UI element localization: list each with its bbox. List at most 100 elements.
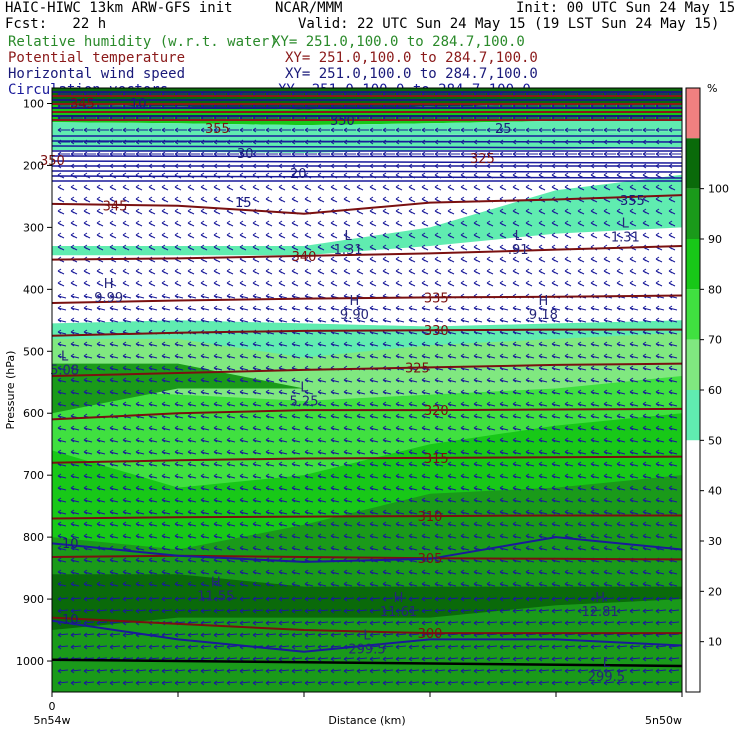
wind-vector bbox=[70, 353, 80, 359]
wind-vector bbox=[629, 377, 639, 383]
wind-vector bbox=[265, 184, 273, 191]
wind-vector bbox=[603, 680, 615, 686]
wind-vector bbox=[616, 232, 624, 239]
wind-vector bbox=[512, 533, 522, 539]
wind-vector bbox=[395, 461, 405, 467]
wind-vector bbox=[252, 353, 262, 359]
wind-vector bbox=[603, 377, 613, 383]
wind-vector bbox=[226, 280, 234, 287]
wind-vector bbox=[577, 581, 587, 587]
wind-vector bbox=[317, 581, 327, 587]
wind-vector bbox=[473, 620, 485, 626]
wind-vector bbox=[655, 608, 667, 614]
wind-vector bbox=[369, 317, 379, 323]
wind-vector bbox=[265, 545, 275, 551]
wind-vector bbox=[356, 353, 366, 359]
wind-vector bbox=[226, 569, 236, 575]
wind-vector bbox=[278, 620, 290, 626]
wind-vector bbox=[109, 127, 122, 133]
wind-vector bbox=[200, 389, 210, 395]
wind-vector bbox=[408, 413, 418, 419]
wind-vector bbox=[239, 569, 249, 575]
wind-vector bbox=[642, 509, 652, 515]
wind-vector bbox=[109, 268, 117, 275]
wind-vector bbox=[486, 644, 498, 650]
wind-vector bbox=[317, 461, 327, 467]
wind-vector bbox=[473, 425, 483, 431]
wind-vector bbox=[564, 268, 572, 275]
wind-vector bbox=[135, 127, 148, 133]
wind-vector bbox=[161, 449, 171, 455]
wind-vector bbox=[369, 668, 381, 674]
wind-vector bbox=[564, 280, 572, 287]
wind-vector bbox=[460, 656, 472, 662]
wind-vector bbox=[447, 208, 455, 215]
wind-vector bbox=[369, 184, 377, 191]
extremum-symbol: L bbox=[61, 350, 69, 365]
wind-vector bbox=[70, 377, 80, 383]
wind-vector bbox=[291, 449, 301, 455]
wind-vector bbox=[447, 389, 457, 395]
wind-vector bbox=[148, 317, 158, 323]
wind-vector bbox=[603, 581, 613, 587]
wind-vector bbox=[408, 256, 416, 263]
wind-vector bbox=[291, 244, 299, 251]
wind-vector bbox=[330, 280, 338, 287]
wind-vector bbox=[278, 569, 288, 575]
wind-speed-contour bbox=[52, 619, 682, 653]
wind-vector bbox=[538, 668, 550, 674]
wind-vector bbox=[213, 620, 225, 626]
wind-vector bbox=[590, 545, 600, 551]
wind-vector bbox=[343, 377, 353, 383]
wind-vector bbox=[382, 268, 390, 275]
wind-vector bbox=[135, 196, 143, 203]
wind-vector bbox=[252, 413, 262, 419]
wind-vector bbox=[408, 680, 420, 686]
wind-vector bbox=[122, 389, 132, 395]
rh-band-upper-3 bbox=[52, 118, 682, 135]
wind-vector bbox=[161, 184, 169, 191]
wind-vector bbox=[200, 533, 210, 539]
colorbar-label: 70 bbox=[708, 334, 722, 347]
wind-vector bbox=[369, 545, 379, 551]
wind-vector bbox=[564, 680, 576, 686]
wind-vector bbox=[629, 317, 639, 323]
wind-vector bbox=[564, 485, 574, 491]
wind-vector bbox=[603, 644, 615, 650]
wind-vector bbox=[343, 151, 356, 157]
wind-vector bbox=[135, 509, 145, 515]
wind-vector bbox=[122, 497, 132, 503]
wind-vector bbox=[239, 497, 249, 503]
wind-vector bbox=[577, 680, 589, 686]
wind-vector bbox=[590, 377, 600, 383]
wind-vector bbox=[83, 620, 95, 626]
wind-vector bbox=[369, 280, 377, 287]
wind-vector bbox=[356, 680, 368, 686]
wind-vector bbox=[291, 341, 301, 347]
wind-vector bbox=[655, 232, 663, 239]
wind-vector bbox=[590, 317, 600, 323]
wind-vector bbox=[577, 377, 587, 383]
wind-vector bbox=[317, 632, 329, 638]
wind-vector bbox=[356, 449, 366, 455]
wind-vector bbox=[200, 557, 210, 563]
wind-vector bbox=[135, 485, 145, 491]
wind-vector bbox=[642, 581, 652, 587]
wind-vector bbox=[473, 232, 481, 239]
wind-vector bbox=[213, 341, 223, 347]
wind-vector bbox=[291, 256, 299, 263]
wind-vector bbox=[642, 473, 652, 479]
wind-vector bbox=[135, 608, 147, 614]
wind-vector bbox=[304, 244, 312, 251]
wind-vector bbox=[122, 449, 132, 455]
wind-vector bbox=[200, 377, 210, 383]
wind-vector bbox=[434, 620, 446, 626]
field-xy: XY= 251.0,100.0 to 284.7,100.0 bbox=[285, 66, 538, 82]
wind-vector bbox=[213, 449, 223, 455]
wind-vector bbox=[213, 208, 221, 215]
wind-vector bbox=[278, 680, 290, 686]
wind-vector bbox=[200, 232, 208, 239]
wind-vector bbox=[382, 533, 392, 539]
wind-vector bbox=[460, 545, 470, 551]
wind-vector bbox=[252, 196, 260, 203]
